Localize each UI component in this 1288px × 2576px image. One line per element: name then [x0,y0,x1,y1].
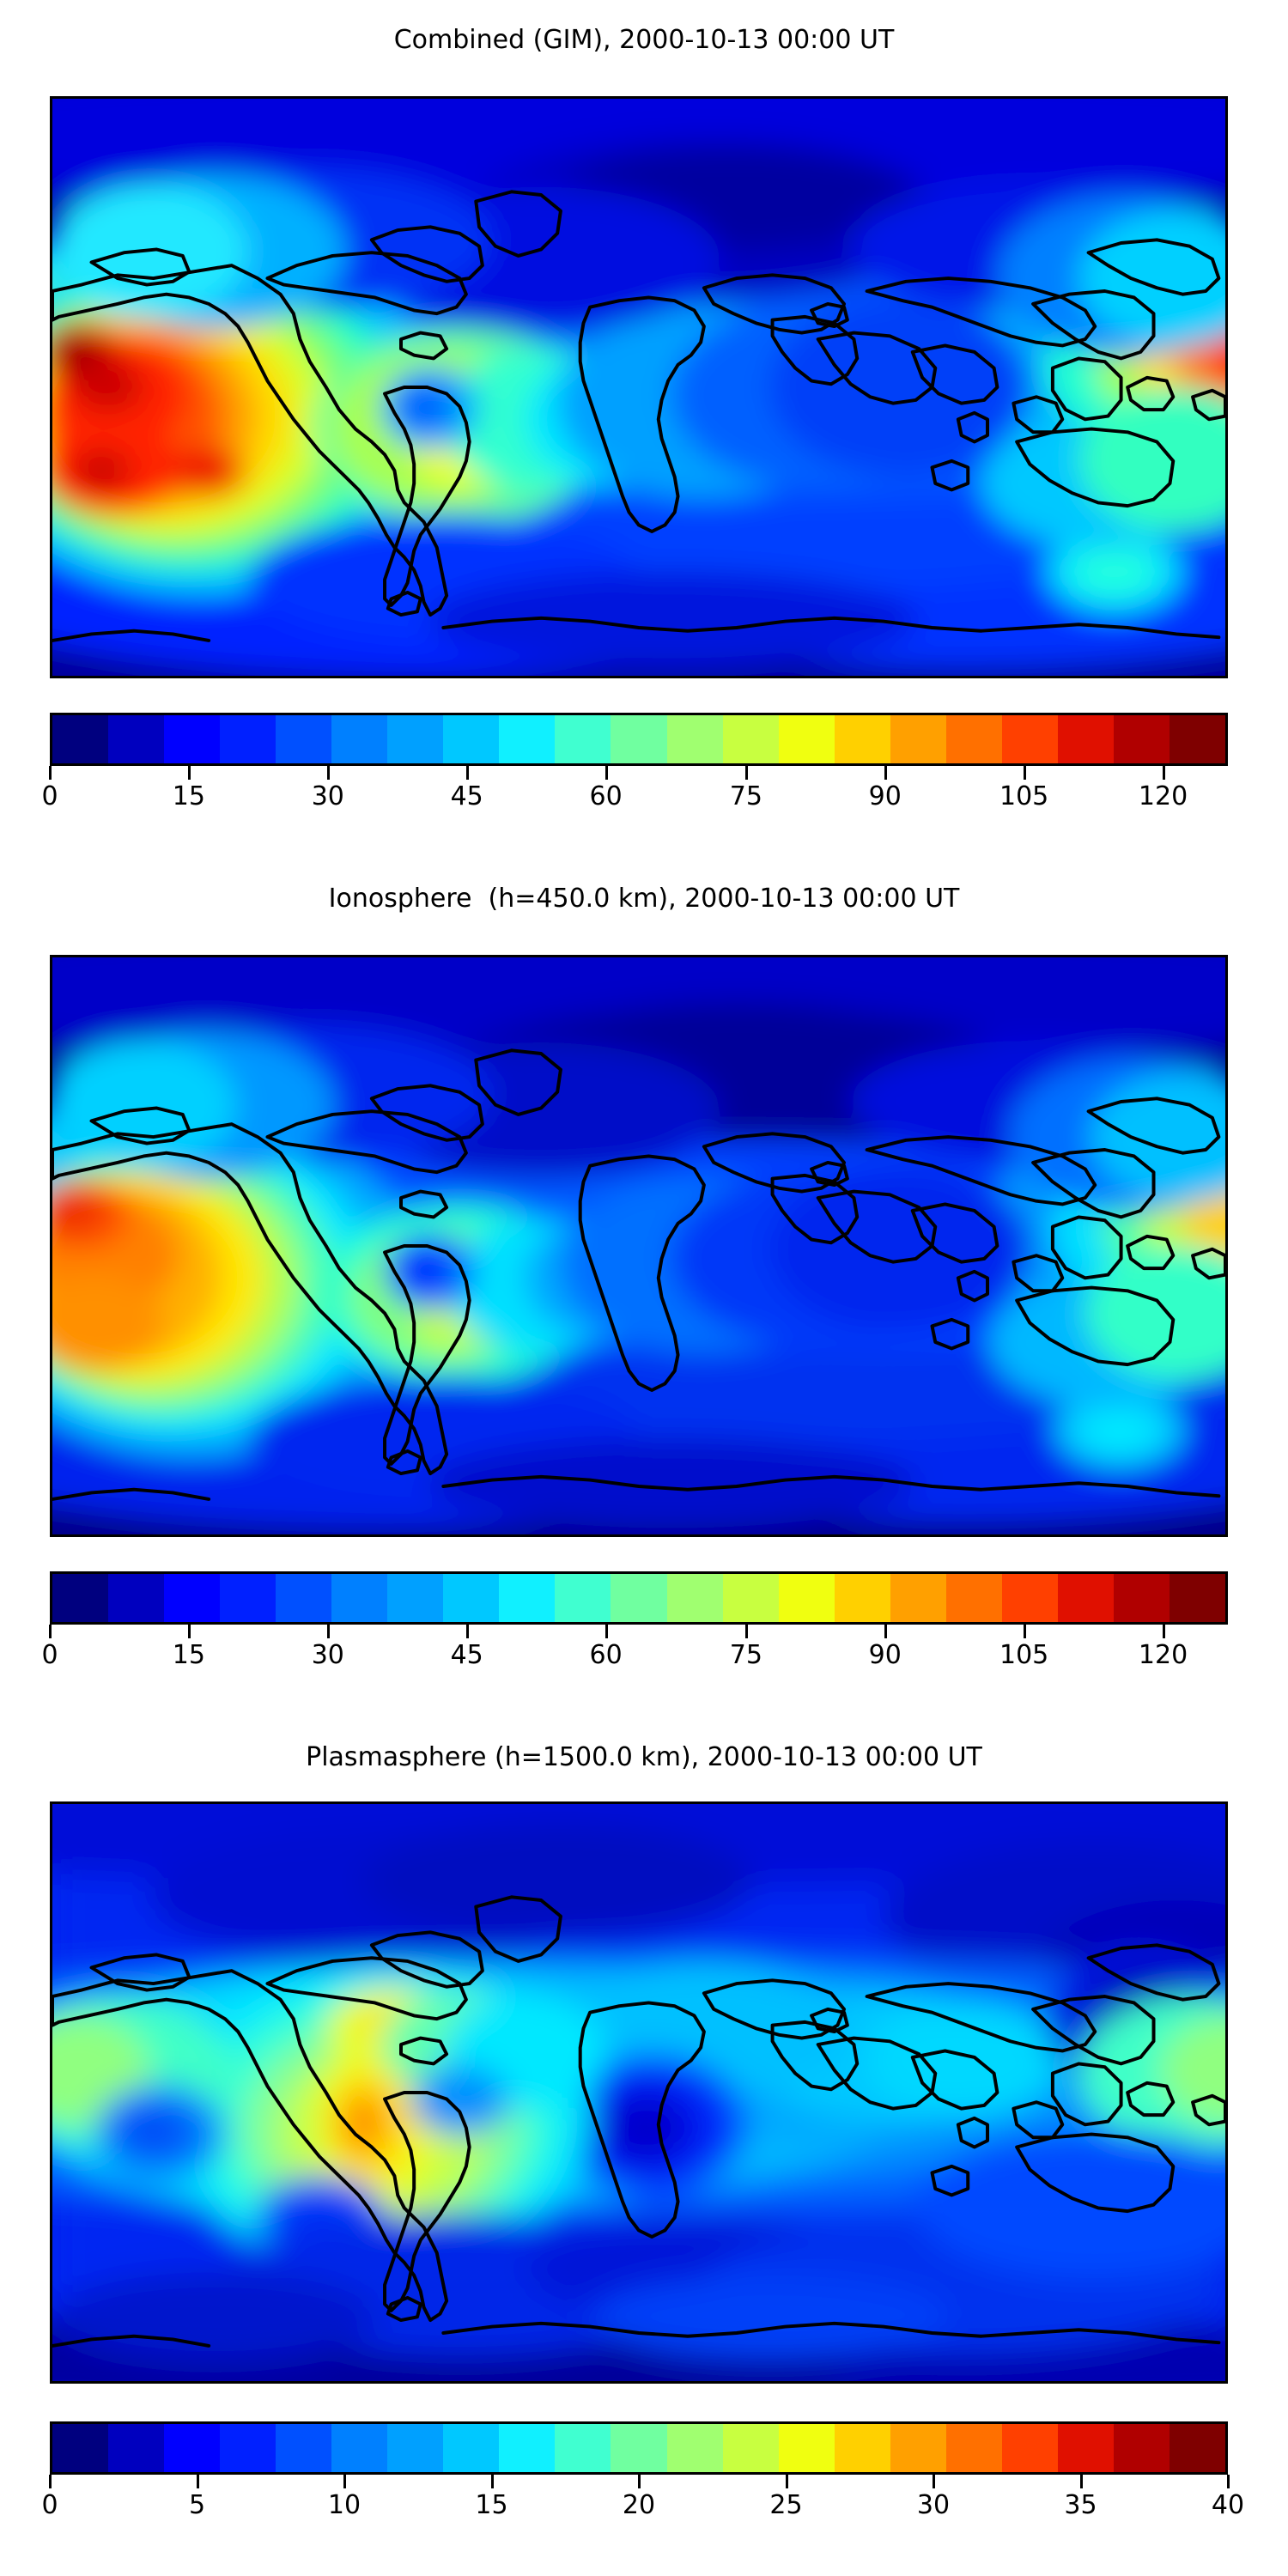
cbar-tick-label: 105 [999,1640,1049,1670]
cbar-tick-label: 30 [311,781,344,811]
colorbar-tick-labels: 0 5 10 15 20 25 30 35 40 [41,2490,1244,2530]
colorbar-plasmasphere: 0 5 10 15 20 25 30 35 40 [41,2421,1244,2530]
cbar-tick-label: 5 [188,2490,206,2520]
cbar-tick-label: 35 [1064,2490,1097,2520]
coastline-overlay [52,1895,1225,2348]
colorbar-gradient [50,2421,1228,2475]
coastline-overlay [52,190,1225,642]
colorbar-ticks [49,1625,1228,1640]
colorbar-gradient [50,713,1228,766]
panel-title: Plasmasphere (h=1500.0 km), 2000-10-13 0… [306,1742,982,1772]
colorbar-ticks [49,766,1228,781]
panel-plasmasphere: Plasmasphere (h=1500.0 km), 2000-10-13 0… [0,1717,1288,2576]
cbar-tick-label: 105 [999,781,1049,811]
colorbar-ionosphere: 0 15 30 45 60 75 90 105 120 [41,1571,1228,1680]
colorbar-tick-labels: 0 15 30 45 60 75 90 105 120 [41,1640,1228,1680]
cbar-tick-label: 120 [1138,1640,1188,1670]
cbar-tick-label: 45 [450,781,483,811]
map-plasmasphere [50,1801,1228,2384]
colorbar-ticks [49,2475,1230,2490]
cbar-tick-label: 10 [327,2490,361,2520]
panel-combined-gim: Combined (GIM), 2000-10-13 00:00 UT [0,0,1288,859]
colorbar-gradient [50,1571,1228,1625]
panel-ionosphere: Ionosphere (h=450.0 km), 2000-10-13 00:0… [0,859,1288,1717]
cbar-tick-label: 15 [172,1640,205,1670]
cbar-tick-label: 25 [769,2490,803,2520]
cbar-tick-label: 75 [729,1640,762,1670]
map-combined-gim [50,96,1228,678]
cbar-tick-label: 0 [41,781,58,811]
cbar-tick-label: 15 [475,2490,508,2520]
panel-title: Combined (GIM), 2000-10-13 00:00 UT [393,25,895,55]
cbar-tick-label: 90 [868,1640,902,1670]
cbar-tick-label: 90 [868,781,902,811]
cbar-tick-label: 20 [622,2490,656,2520]
cbar-tick-label: 40 [1211,2490,1245,2520]
cbar-tick-label: 75 [729,781,762,811]
panel-title: Ionosphere (h=450.0 km), 2000-10-13 00:0… [328,884,960,914]
cbar-tick-label: 0 [41,2490,58,2520]
cbar-tick-label: 60 [589,781,623,811]
colorbar-combined-gim: 0 15 30 45 60 75 90 105 120 [41,713,1228,821]
map-svg [52,1804,1225,2381]
map-svg [52,99,1225,676]
cbar-tick-label: 60 [589,1640,623,1670]
map-svg [52,957,1225,1534]
coastline-overlay [52,1048,1225,1501]
map-ionosphere [50,955,1228,1537]
cbar-tick-label: 0 [41,1640,58,1670]
cbar-tick-label: 30 [916,2490,951,2520]
cbar-tick-label: 45 [450,1640,483,1670]
cbar-tick-label: 30 [311,1640,344,1670]
colorbar-tick-labels: 0 15 30 45 60 75 90 105 120 [41,781,1228,821]
cbar-tick-label: 15 [172,781,205,811]
cbar-tick-label: 120 [1138,781,1188,811]
